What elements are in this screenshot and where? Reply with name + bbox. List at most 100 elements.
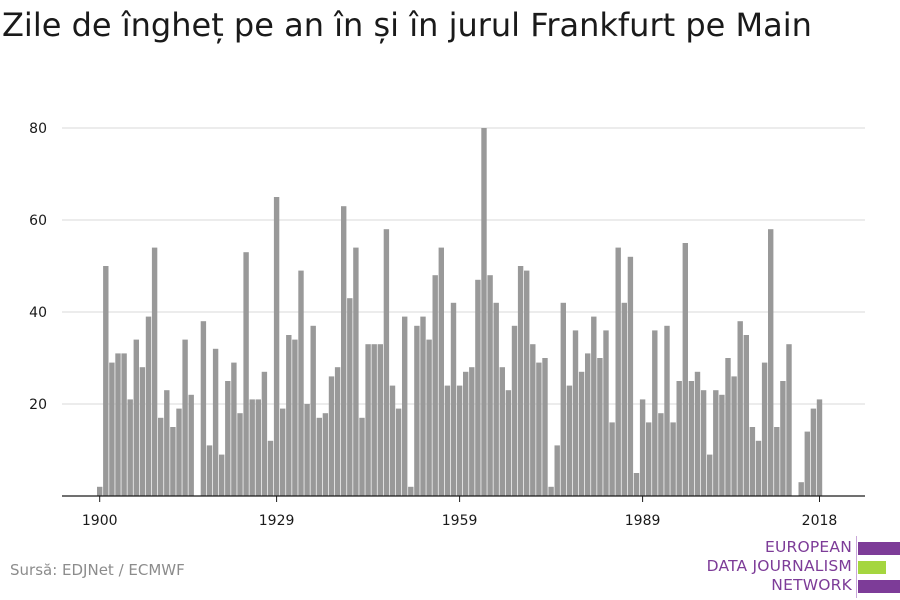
bar-1941 [347,298,353,496]
x-tick-label: 2018 [802,513,838,529]
bar-1923 [237,413,243,496]
logo-text-line-2: DATA JOURNALISM [706,557,852,575]
bar-1966 [499,367,505,496]
bar-1961 [469,367,475,496]
bar-1969 [517,266,524,496]
bar-1931 [286,335,292,496]
bar-1955 [432,275,438,496]
bar-1939 [334,367,341,496]
bar-1984 [609,422,615,496]
bar-2006 [743,335,749,496]
bar-2011 [774,427,780,496]
y-tick-label: 60 [29,213,47,229]
bar-1949 [395,408,402,496]
bar-1953 [420,316,426,496]
bar-1954 [426,339,432,496]
bar-1948 [389,385,396,496]
bar-2017 [810,408,817,496]
bar-1926 [255,399,261,496]
bar-1918 [206,445,213,496]
bar-1959 [456,385,463,496]
bar-1903 [115,353,121,496]
bar-1936 [316,417,322,496]
bar-2015 [798,482,804,496]
bar-1951 [408,486,414,496]
bar-1987 [627,256,634,496]
bar-1912 [170,427,176,496]
bar-1960 [463,371,469,496]
bar-1945 [371,344,377,496]
bar-1904 [121,353,127,496]
bar-1944 [365,344,371,496]
bar-2009 [761,362,768,496]
bar-1958 [450,302,457,496]
bar-1971 [530,344,536,496]
bar-1991 [652,330,658,496]
gridlines [62,127,865,405]
bar-1967 [505,390,512,496]
bar-1909 [151,247,158,496]
bar-1998 [694,371,701,496]
bar-1999 [700,390,707,496]
logo-text-line-1: EUROPEAN [764,538,852,556]
source-note: Sursă: EDJNet / ECMWF [10,561,185,579]
bar-1937 [322,413,329,496]
bar-1901 [103,266,109,496]
bar-2002 [719,394,725,496]
bar-2007 [749,427,756,496]
bar-1975 [554,445,560,496]
bar-1927 [261,371,268,496]
bar-1986 [621,302,627,496]
bar-1906 [133,339,139,496]
bar-chart: 1900 1929 1959 1989 2018 20 40 60 80 [29,121,865,529]
bar-1947 [383,229,390,496]
bar-1993 [664,325,670,496]
bar-1963 [481,128,487,496]
bar-1996 [682,243,688,496]
bar-1990 [646,422,652,496]
bar-1915 [188,394,194,496]
bar-1910 [158,417,164,496]
bar-1962 [475,279,481,496]
bar-1933 [298,270,304,496]
bar-1952 [414,325,420,496]
edjnet-logo: EUROPEAN DATA JOURNALISM NETWORK [700,536,900,598]
bar-2008 [755,440,762,496]
logo-bar-middle [858,561,886,574]
bar-1940 [341,206,347,496]
bar-1921 [225,381,231,496]
bar-1956 [438,247,444,496]
bar-1919 [212,348,219,496]
bar-1907 [139,367,146,496]
bar-2000 [707,454,713,496]
bar-1946 [377,344,383,496]
logo-text-line-3: NETWORK [771,576,852,594]
bar-1980 [585,353,591,496]
bar-1989 [639,399,646,496]
bar-1942 [353,247,359,496]
bar-1938 [328,376,335,496]
bar-1928 [267,440,274,496]
bar-1900 [97,486,103,496]
bar-1977 [566,385,573,496]
bar-1976 [560,302,566,496]
bar-1973 [542,358,548,496]
x-tick-label: 1900 [82,513,118,529]
bar-1914 [182,339,188,496]
bar-2012 [780,381,786,496]
bar-1925 [249,399,255,496]
bar-1917 [200,321,207,496]
y-tick-label: 20 [29,397,47,413]
bar-1932 [292,339,298,496]
x-tick-label: 1989 [625,513,661,529]
bar-1920 [219,454,225,496]
bar-1935 [310,325,316,496]
bar-1978 [572,330,579,496]
bar-1983 [603,330,609,496]
bar-2005 [737,321,743,496]
bar-1997 [688,381,695,496]
bar-1957 [444,385,451,496]
bar-1943 [359,417,365,496]
x-tick-label: 1929 [259,513,295,529]
